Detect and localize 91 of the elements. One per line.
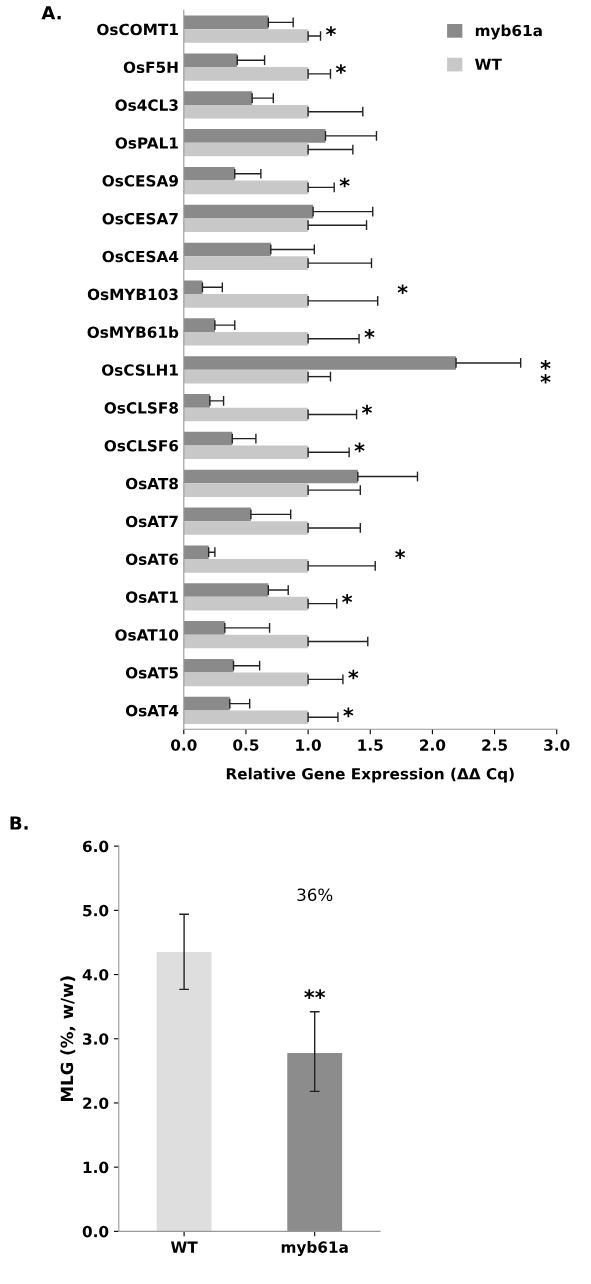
legend-label: myb61a [475, 24, 542, 40]
bar [183, 29, 309, 43]
annotation: * [395, 549, 406, 559]
bar [183, 369, 309, 384]
chart-title: B. [10, 816, 28, 830]
bar [183, 559, 309, 573]
annotation: 36% [297, 888, 333, 902]
bar [183, 469, 358, 484]
y-tick-label: OsCESA9 [102, 175, 178, 187]
y-tick-label: OsAT5 [125, 667, 178, 679]
y-tick-label: OsAT4 [125, 704, 179, 717]
x-tick-label: 3.0 [544, 739, 570, 751]
data-label: * [348, 669, 359, 680]
y-tick-label: OsMYB103 [87, 288, 178, 301]
y-tick-label: 5.0 [83, 904, 109, 917]
y-axis-title: MLG (%, w/w) [60, 976, 76, 1102]
x-axis-title: Relative Gene Expression (ΔΔ Cq) [226, 767, 514, 783]
bar [183, 507, 251, 522]
y-tick-label: OsCOMT1 [97, 23, 178, 36]
bar [183, 256, 309, 270]
y-tick-label: 2.0 [83, 1097, 109, 1109]
y-tick-label: OsCLSF8 [104, 402, 178, 414]
x-tick-label: 0.5 [233, 739, 259, 751]
bar [183, 15, 269, 30]
bar [183, 91, 253, 105]
y-tick-label: OsCSLH1 [101, 364, 178, 376]
bar [183, 431, 233, 446]
bar [183, 356, 457, 370]
x-tick-label: 2.0 [420, 739, 446, 751]
bar [183, 218, 309, 233]
y-tick-label: 1.0 [83, 1161, 109, 1174]
data-label: * [343, 707, 354, 718]
x-tick-label: 2.5 [482, 739, 508, 751]
bar [183, 67, 309, 81]
bar [183, 104, 309, 119]
y-tick-label: 0.0 [82, 1225, 109, 1238]
x-tick-label: 0.0 [171, 739, 197, 751]
data-label: * [335, 64, 346, 74]
y-tick-label: Os4CL3 [115, 99, 178, 111]
y-tick-label: OsAT1 [125, 591, 178, 603]
bar [183, 142, 309, 157]
y-tick-label: OsAT7 [125, 515, 178, 528]
bar [183, 294, 309, 308]
data-label: * [354, 442, 365, 453]
y-tick-label: OsAT10 [115, 629, 179, 641]
y-tick-label: OsPAL1 [115, 137, 178, 149]
bar [183, 180, 309, 195]
bar [183, 445, 309, 460]
bar [183, 394, 210, 408]
bar [183, 545, 209, 560]
bar [183, 710, 309, 725]
bar [183, 129, 326, 143]
y-tick-label: OsCESA4 [102, 250, 179, 263]
bar [183, 166, 235, 181]
annotation: * * [540, 360, 551, 384]
data-label: * [339, 177, 350, 188]
bar [183, 521, 309, 535]
chart-title: A. [41, 6, 61, 20]
bar [183, 672, 309, 687]
bar [183, 242, 271, 257]
bar [183, 407, 309, 422]
bar [183, 596, 309, 611]
data-label: * [342, 593, 353, 604]
y-tick-label: OsF5H [123, 61, 178, 74]
data-label: * [361, 404, 373, 415]
data-label: ** [304, 989, 326, 999]
data-label: * [364, 329, 375, 339]
x-tick-label: 1.5 [358, 739, 383, 751]
annotation: * [397, 284, 408, 295]
y-tick-label: OsCESA7 [102, 212, 178, 225]
y-tick-label: OsMYB61b [87, 326, 179, 338]
y-tick-label: OsCLSF6 [104, 439, 179, 452]
y-tick-label: 6.0 [82, 840, 109, 853]
bar [183, 696, 230, 711]
bar [183, 280, 203, 295]
y-tick-label: OsAT8 [125, 477, 178, 490]
data-label: * [325, 26, 336, 36]
bar [183, 53, 238, 68]
y-tick-label: OsAT6 [125, 553, 179, 566]
bar [183, 483, 309, 497]
bar [183, 634, 309, 649]
bar [183, 658, 234, 673]
bar [183, 621, 225, 635]
bar [183, 318, 215, 332]
bar [183, 204, 314, 219]
x-tick-label: 1.0 [296, 739, 321, 751]
y-tick-label: 4.0 [82, 969, 109, 981]
bar [183, 583, 269, 597]
legend-label: WT [475, 58, 502, 70]
bar [183, 331, 309, 346]
y-tick-label: 3.0 [83, 1033, 109, 1045]
